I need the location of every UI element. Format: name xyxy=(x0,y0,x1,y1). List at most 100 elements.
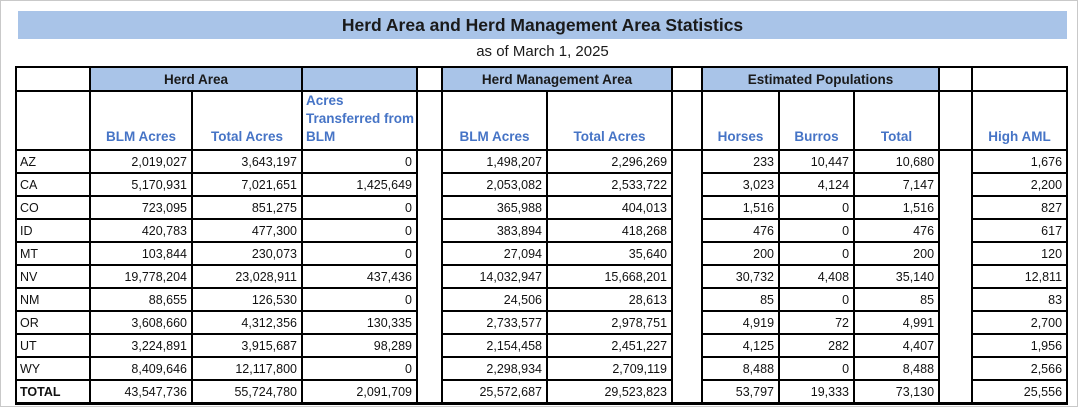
hma-blm-acres-cell: 2,298,934 xyxy=(441,356,548,381)
col-header-pop-total: Total xyxy=(853,90,941,151)
spacer-cell xyxy=(939,219,972,242)
burros-cell: 19,333 xyxy=(778,379,856,405)
acres-transferred-cell: 0 xyxy=(301,195,418,220)
acres-transferred-cell: 1,425,649 xyxy=(301,172,418,197)
spacer-header-cell xyxy=(416,66,443,92)
burros-cell: 0 xyxy=(778,356,856,381)
ha-blm-acres-cell: 43,547,736 xyxy=(89,379,193,405)
table-row: UT 3,224,891 3,915,687 98,289 2,154,458 2,451… xyxy=(15,333,1069,358)
pop-total-cell: 200 xyxy=(853,241,941,266)
spacer-cell xyxy=(417,219,442,242)
hma-blm-acres-cell: 2,053,082 xyxy=(441,172,548,197)
table-row: CA 5,170,931 7,021,651 1,425,649 2,053,082 2,… xyxy=(15,172,1069,197)
statistics-table: Herd Area Herd Management Area Estimated… xyxy=(15,66,1069,405)
burros-cell: 0 xyxy=(778,287,856,312)
hma-blm-acres-cell: 383,894 xyxy=(441,218,548,243)
col-header-ha-blm-acres: BLM Acres xyxy=(89,90,193,151)
horses-cell: 53,797 xyxy=(701,379,781,405)
hma-blm-acres-cell: 1,498,207 xyxy=(441,149,548,174)
ha-blm-acres-cell: 420,783 xyxy=(89,218,193,243)
spacer-header-cell xyxy=(416,90,443,151)
hma-total-acres-cell: 28,613 xyxy=(545,287,674,312)
horses-cell: 233 xyxy=(701,149,781,174)
spacer-cell xyxy=(939,357,972,380)
group-herd-area-extension xyxy=(301,66,418,92)
burros-cell: 0 xyxy=(778,218,856,243)
spacer-cell xyxy=(672,242,702,265)
col-header-hma-blm-acres: BLM Acres xyxy=(441,90,548,151)
hma-total-acres-cell: 35,640 xyxy=(545,241,674,266)
horses-cell: 85 xyxy=(701,287,781,312)
hma-blm-acres-cell: 365,988 xyxy=(441,195,548,220)
pop-total-cell: 4,991 xyxy=(853,310,941,335)
ha-total-acres-cell: 55,724,780 xyxy=(191,379,303,405)
spacer-cell xyxy=(417,242,442,265)
state-cell: TOTAL xyxy=(15,379,91,405)
high-aml-cell: 617 xyxy=(971,218,1069,243)
ha-blm-acres-cell: 19,778,204 xyxy=(89,264,193,289)
pop-total-cell: 85 xyxy=(853,287,941,312)
burros-cell: 10,447 xyxy=(778,149,856,174)
burros-cell: 4,124 xyxy=(778,172,856,197)
acres-transferred-cell: 0 xyxy=(301,241,418,266)
horses-cell: 200 xyxy=(701,241,781,266)
spacer-cell xyxy=(417,334,442,357)
table-row: NV 19,778,204 23,028,911 437,436 14,032,947 1… xyxy=(15,264,1069,289)
state-cell: ID xyxy=(15,218,91,243)
spacer-cell xyxy=(417,196,442,219)
acres-transferred-cell: 437,436 xyxy=(301,264,418,289)
spacer-cell xyxy=(672,357,702,380)
pop-total-cell: 73,130 xyxy=(853,379,941,405)
spacer-cell xyxy=(939,380,973,405)
acres-transferred-cell: 0 xyxy=(301,149,418,174)
col-header-burros: Burros xyxy=(778,90,856,151)
hma-blm-acres-cell: 2,733,577 xyxy=(441,310,548,335)
spacer-cell xyxy=(672,334,702,357)
table-row: CO 723,095 851,275 0 365,988 404,013 1,516 0 1,5… xyxy=(15,195,1069,220)
table-row: WY 8,409,646 12,117,800 0 2,298,934 2,709,119… xyxy=(15,356,1069,381)
ha-blm-acres-cell: 3,224,891 xyxy=(89,333,193,358)
hma-total-acres-cell: 404,013 xyxy=(545,195,674,220)
column-header-row: BLM Acres Total Acres Acres Transferred … xyxy=(15,90,1069,151)
high-aml-cell: 83 xyxy=(971,287,1069,312)
group-herd-management-area: Herd Management Area xyxy=(440,66,674,92)
high-aml-cell: 120 xyxy=(971,241,1069,266)
hma-blm-acres-cell: 27,094 xyxy=(441,241,548,266)
table-row: MT 103,844 230,073 0 27,094 35,640 200 0 200 120 xyxy=(15,241,1069,266)
ha-blm-acres-cell: 5,170,931 xyxy=(89,172,193,197)
ha-total-acres-cell: 126,530 xyxy=(191,287,303,312)
col-header-ha-total-acres: Total Acres xyxy=(191,90,303,151)
spacer-cell xyxy=(672,380,703,405)
subtitle-date: as of March 1, 2025 xyxy=(476,43,609,60)
state-cell: UT xyxy=(15,333,91,358)
high-aml-cell: 2,200 xyxy=(971,172,1069,197)
spacer-header-cell xyxy=(671,66,704,92)
spacer-cell xyxy=(417,150,442,173)
spacer-cell xyxy=(417,288,442,311)
spacer-cell xyxy=(672,265,702,288)
group-header-row: Herd Area Herd Management Area Estimated… xyxy=(15,66,1069,92)
spacer-cell xyxy=(672,288,702,311)
acres-transferred-cell: 0 xyxy=(301,287,418,312)
ha-total-acres-cell: 7,021,651 xyxy=(191,172,303,197)
spacer-cell xyxy=(672,173,702,196)
spacer-cell xyxy=(939,173,972,196)
spacer-cell xyxy=(939,311,972,334)
spacer-header-cell xyxy=(938,90,974,151)
spacer-cell xyxy=(417,265,442,288)
burros-cell: 72 xyxy=(778,310,856,335)
high-aml-cell: 2,566 xyxy=(971,356,1069,381)
acres-transferred-cell: 0 xyxy=(301,218,418,243)
state-cell: OR xyxy=(15,310,91,335)
spacer-cell xyxy=(417,380,442,405)
hma-total-acres-cell: 29,523,823 xyxy=(545,379,674,405)
hma-total-acres-cell: 2,296,269 xyxy=(545,149,674,174)
page-title: Herd Area and Herd Management Area Stati… xyxy=(18,11,1067,39)
hma-blm-acres-cell: 14,032,947 xyxy=(441,264,548,289)
spacer-header-cell xyxy=(671,90,704,151)
state-cell: CO xyxy=(15,195,91,220)
horses-cell: 4,125 xyxy=(701,333,781,358)
col-header-hma-total-acres: Total Acres xyxy=(545,90,674,151)
ha-blm-acres-cell: 88,655 xyxy=(89,287,193,312)
